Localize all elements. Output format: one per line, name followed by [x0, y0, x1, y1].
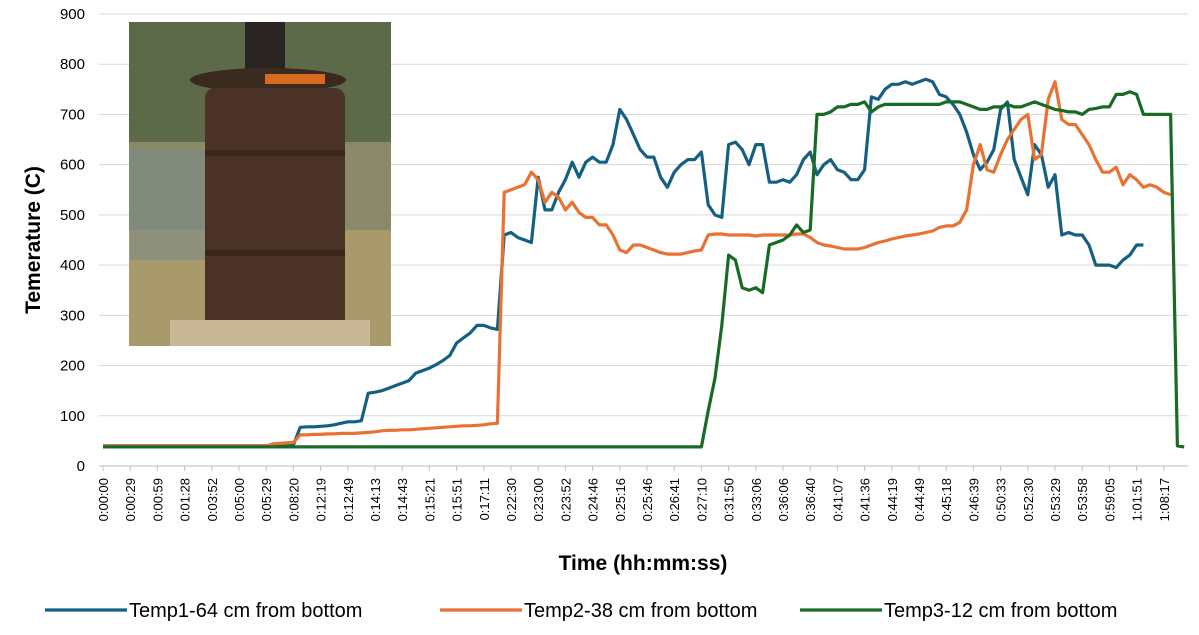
- x-tick-label: 0:45:18: [939, 478, 954, 521]
- x-tick-label: 0:44:49: [912, 478, 927, 521]
- x-tick-label: 0:14:43: [395, 478, 410, 521]
- x-tick-label: 0:15:21: [422, 478, 437, 521]
- x-tick-label: 0:00:00: [96, 478, 111, 521]
- x-tick-label: 0:23:00: [531, 478, 546, 521]
- x-tick-label: 1:01:51: [1130, 478, 1145, 521]
- x-tick-label: 0:41:07: [830, 478, 845, 521]
- x-tick-label: 0:36:40: [803, 478, 818, 521]
- x-tick-label: 0:26:41: [667, 478, 682, 521]
- x-tick-label: 0:08:20: [286, 478, 301, 521]
- x-tick-label: 0:23:52: [558, 478, 573, 521]
- x-tick-label: 0:25:16: [613, 478, 628, 521]
- x-tick-label: 0:12:49: [341, 478, 356, 521]
- x-tick-label: 0:01:28: [178, 478, 193, 521]
- photo-bricks: [170, 320, 370, 346]
- x-tick-label: 0:15:51: [450, 478, 465, 521]
- x-tick-label: 0:12:19: [314, 478, 329, 521]
- y-tick-label: 400: [60, 257, 85, 274]
- x-tick-label: 0:31:50: [722, 478, 737, 521]
- series-line: [103, 90, 1185, 449]
- x-tick-label: 0:00:59: [150, 478, 165, 521]
- x-tick-label: 0:22:30: [504, 478, 519, 521]
- x-tick-label: 0:17:11: [477, 478, 492, 520]
- x-tick-label: 0:03:52: [205, 478, 220, 521]
- legend-label: Temp1-64 cm from bottom: [129, 600, 362, 622]
- x-tick-label: 0:05:29: [259, 478, 274, 521]
- y-tick-label: 200: [60, 358, 85, 375]
- y-tick-label: 700: [60, 106, 85, 123]
- y-axis-title: Temerature (C): [22, 166, 45, 314]
- x-tick-label: 0:59:05: [1102, 478, 1117, 521]
- legend-label: Temp2-38 cm from bottom: [524, 600, 757, 622]
- x-tick-label: 0:50:33: [994, 478, 1009, 521]
- photo-barrel-rib: [205, 250, 345, 256]
- y-tick-label: 0: [77, 458, 85, 475]
- x-tick-label: 0:05:00: [232, 478, 247, 521]
- x-axis-title: Time (hh:mm:ss): [559, 552, 728, 575]
- x-tick-label: 1:08:17: [1157, 478, 1172, 521]
- y-tick-label: 800: [60, 56, 85, 73]
- x-tick-label: 0:14:13: [368, 478, 383, 521]
- x-tick-label: 0:53:29: [1048, 478, 1063, 521]
- inset-photo: [129, 22, 391, 346]
- photo-frame: [130, 150, 205, 260]
- y-tick-label: 900: [60, 6, 85, 23]
- photo-fire: [265, 74, 325, 84]
- x-tick-label: 0:53:58: [1075, 478, 1090, 521]
- x-tick-label: 0:33:06: [749, 478, 764, 521]
- y-tick-label: 300: [60, 307, 85, 324]
- y-tick-label: 600: [60, 157, 85, 174]
- x-tick-label: 0:27:10: [694, 478, 709, 521]
- x-tick-label: 0:36:06: [776, 478, 791, 521]
- photo-barrel: [205, 88, 345, 333]
- x-tick-label: 0:46:39: [966, 478, 981, 521]
- x-tick-label: 0:52:30: [1021, 478, 1036, 521]
- y-tick-label: 500: [60, 207, 85, 224]
- series-line: [103, 80, 1172, 448]
- x-tick-label: 0:25:46: [640, 478, 655, 521]
- x-tick-label: 0:44:19: [885, 478, 900, 521]
- photo-barrel-rib: [205, 150, 345, 156]
- x-tick-label: 0:00:29: [123, 478, 138, 521]
- x-tick-label: 0:41:36: [858, 478, 873, 521]
- y-tick-label: 100: [60, 408, 85, 425]
- legend-label: Temp3-12 cm from bottom: [884, 600, 1117, 622]
- x-tick-label: 0:24:46: [586, 478, 601, 521]
